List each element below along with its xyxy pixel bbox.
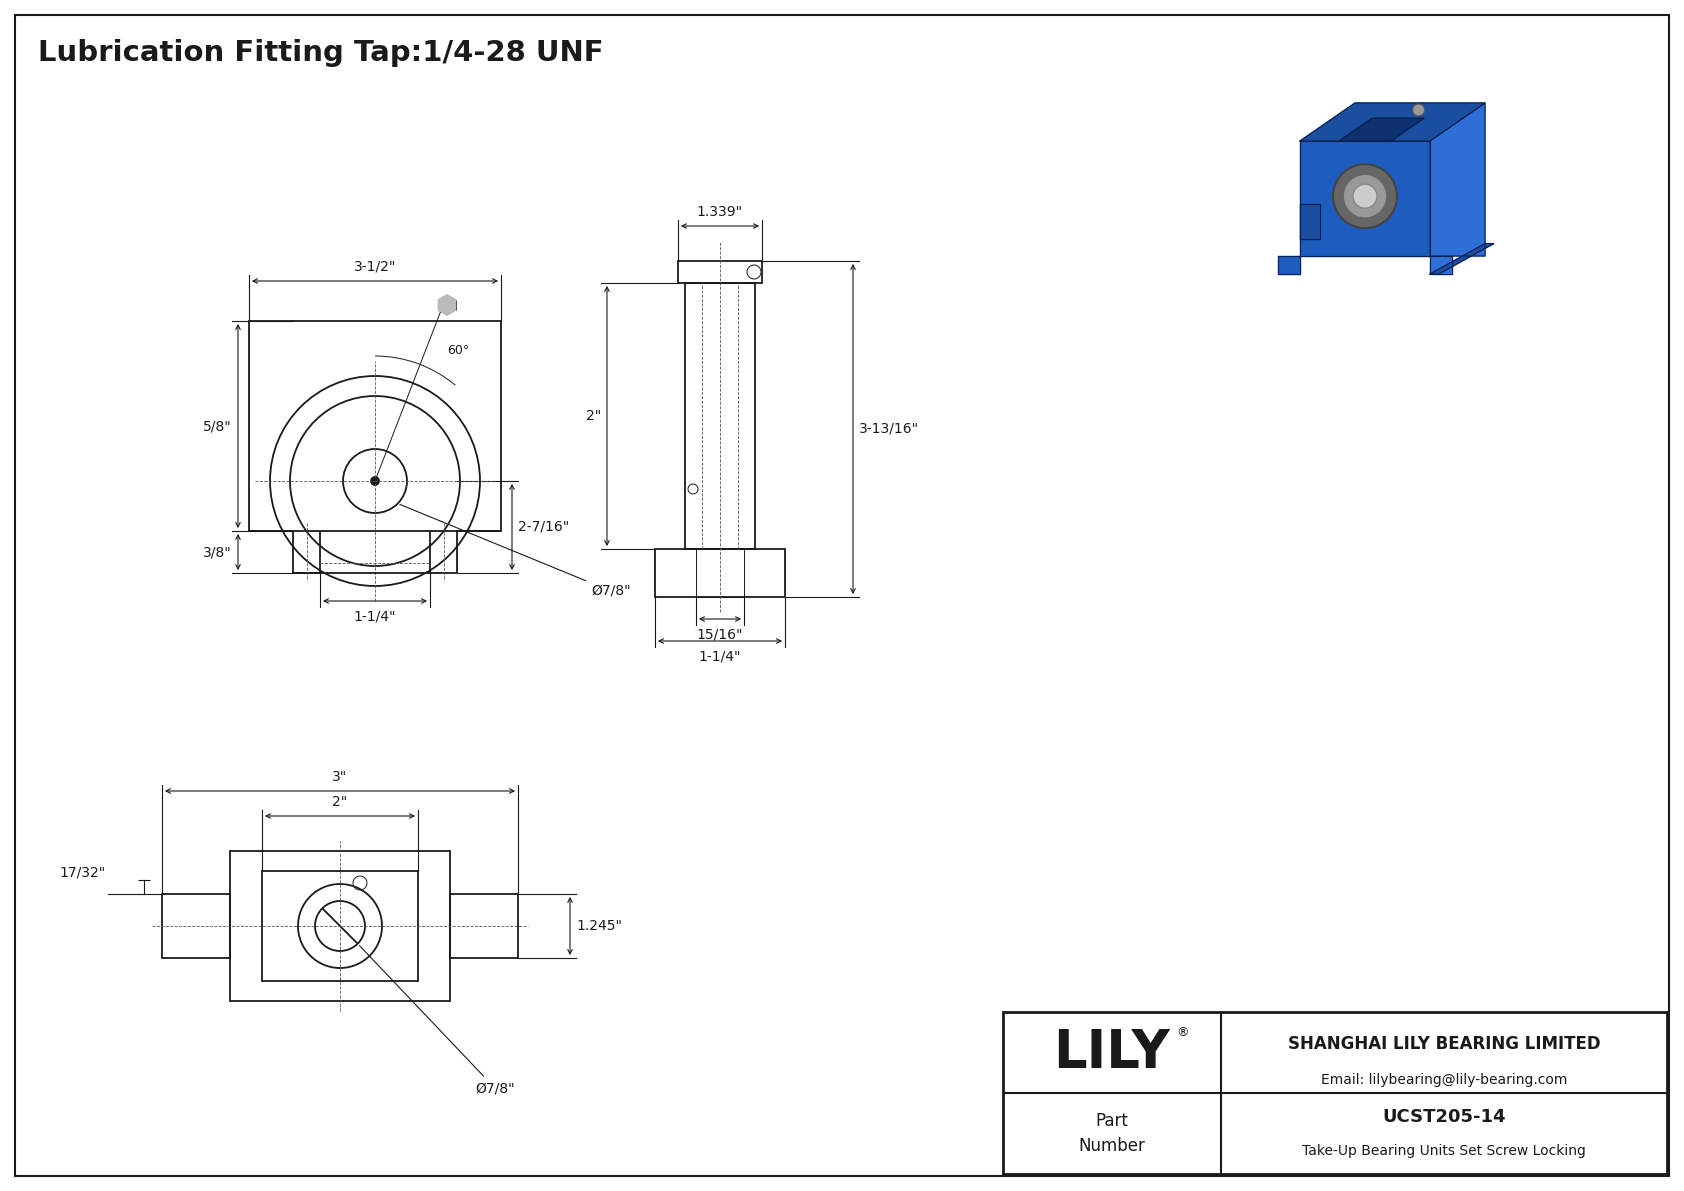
Text: Part
Number: Part Number <box>1078 1112 1145 1155</box>
Bar <box>695 549 744 597</box>
Text: 2": 2" <box>586 409 601 423</box>
Text: Take-Up Bearing Units Set Screw Locking: Take-Up Bearing Units Set Screw Locking <box>1302 1145 1586 1159</box>
Polygon shape <box>1430 256 1452 274</box>
Polygon shape <box>438 305 446 314</box>
Text: 1-1/4": 1-1/4" <box>699 649 741 663</box>
Polygon shape <box>1339 118 1425 141</box>
Circle shape <box>1344 174 1388 218</box>
Bar <box>162 894 231 958</box>
Circle shape <box>1334 164 1398 229</box>
Text: 2-7/16": 2-7/16" <box>519 520 569 534</box>
Text: 5/8": 5/8" <box>204 419 232 434</box>
Text: 3-13/16": 3-13/16" <box>859 422 919 436</box>
Polygon shape <box>1430 244 1494 274</box>
Polygon shape <box>1300 204 1320 238</box>
Text: 2": 2" <box>332 796 347 809</box>
Bar <box>263 871 418 981</box>
Polygon shape <box>1430 102 1485 256</box>
Circle shape <box>1352 185 1378 208</box>
Text: Lubrication Fitting Tap:1/4-28 UNF: Lubrication Fitting Tap:1/4-28 UNF <box>39 39 603 67</box>
Text: LILY: LILY <box>1054 1027 1170 1079</box>
Text: Email: lilybearing@lily-bearing.com: Email: lilybearing@lily-bearing.com <box>1320 1073 1568 1087</box>
Text: 1.245": 1.245" <box>576 919 621 933</box>
Text: ®: ® <box>1175 1025 1189 1039</box>
Polygon shape <box>1278 256 1300 274</box>
Bar <box>1004 1012 1667 1174</box>
Text: 15/16": 15/16" <box>697 626 743 641</box>
Polygon shape <box>438 295 446 305</box>
Bar <box>231 852 450 1000</box>
Text: 3-1/2": 3-1/2" <box>354 260 396 274</box>
Polygon shape <box>1300 141 1430 256</box>
Polygon shape <box>446 300 456 310</box>
Text: UCST205-14: UCST205-14 <box>1383 1109 1505 1127</box>
Text: 3": 3" <box>332 771 347 784</box>
Bar <box>685 283 754 549</box>
Text: Ø7/8": Ø7/8" <box>401 505 630 598</box>
Text: 3/8": 3/8" <box>204 545 232 559</box>
Polygon shape <box>1300 102 1485 141</box>
Text: 1-1/4": 1-1/4" <box>354 609 396 623</box>
Text: Ø7/8": Ø7/8" <box>359 946 515 1095</box>
Circle shape <box>370 478 379 485</box>
Bar <box>655 549 785 597</box>
Text: SHANGHAI LILY BEARING LIMITED: SHANGHAI LILY BEARING LIMITED <box>1288 1035 1600 1053</box>
Text: 17/32": 17/32" <box>59 865 106 879</box>
Polygon shape <box>446 305 456 314</box>
Polygon shape <box>446 295 456 305</box>
Polygon shape <box>438 300 446 310</box>
Bar <box>450 894 519 958</box>
Text: 60°: 60° <box>446 344 470 357</box>
Circle shape <box>1413 104 1425 116</box>
Bar <box>679 261 761 283</box>
Bar <box>249 322 502 531</box>
Text: 1.339": 1.339" <box>697 205 743 219</box>
